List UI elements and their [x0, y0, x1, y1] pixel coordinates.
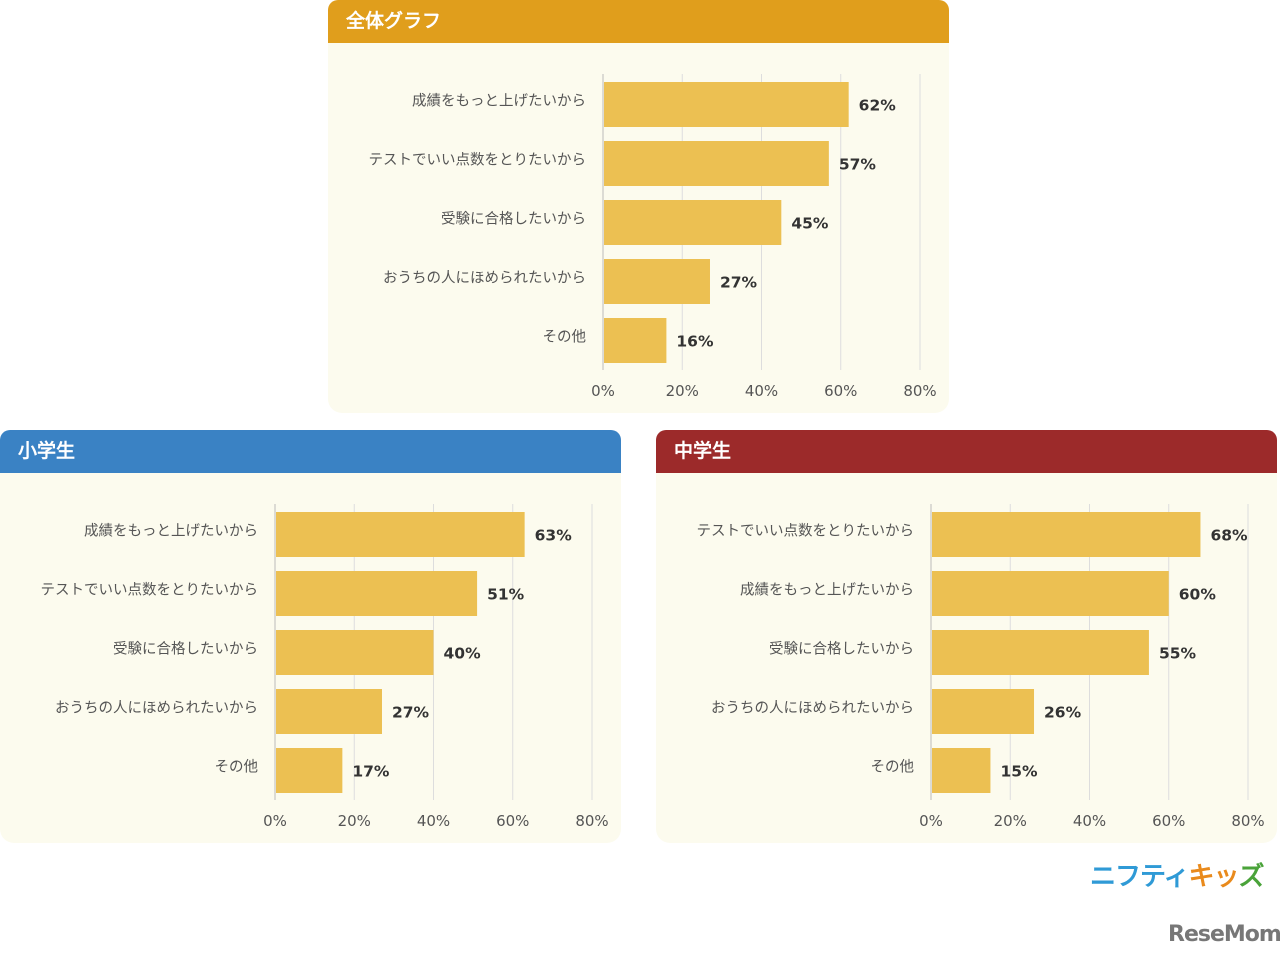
x-tick-label: 20%	[338, 812, 371, 830]
bar	[604, 200, 782, 245]
x-tick-label: 80%	[1231, 812, 1264, 830]
category-label: 受験に合格したいから	[113, 641, 258, 658]
category-label: テストでいい点数をとりたいから	[697, 523, 915, 540]
nifty-kids-logo: ニフティキッズ	[1090, 862, 1264, 892]
bar-chart: 0% 20% 40% 60% 80% 成績をもっと上げたいから 62% テストでいい点数をとり…	[369, 74, 937, 400]
data-label: 16%	[676, 333, 714, 351]
bar	[932, 748, 991, 793]
category-label: テストでいい点数をとりたいから	[41, 582, 259, 599]
x-tick-label: 0%	[919, 812, 943, 830]
bar	[276, 689, 382, 734]
category-label: その他	[871, 759, 915, 776]
data-label: 45%	[791, 215, 829, 233]
bar	[604, 141, 829, 186]
bar	[604, 82, 849, 127]
data-label: 27%	[392, 704, 430, 722]
bar	[932, 630, 1149, 675]
chart-title: 全体グラフ	[328, 0, 949, 43]
bar	[276, 571, 478, 616]
bar	[604, 259, 710, 304]
bar-chart: 0% 20% 40% 60% 80% テストでいい点数をとりたいから 68% 成績をもっと上げ…	[697, 504, 1265, 830]
x-tick-label: 80%	[575, 812, 608, 830]
x-tick-label: 20%	[666, 382, 699, 400]
x-tick-label: 0%	[591, 382, 615, 400]
bar-chart: 0% 20% 40% 60% 80% 成績をもっと上げたいから 63% テストでいい点数をとり…	[41, 504, 609, 830]
category-label: 成績をもっと上げたいから	[412, 93, 586, 110]
bar	[604, 318, 667, 363]
data-label: 26%	[1044, 704, 1082, 722]
data-label: 62%	[859, 97, 897, 115]
data-label: 55%	[1159, 645, 1197, 663]
category-label: 受験に合格したいから	[441, 211, 586, 228]
data-label: 60%	[1179, 586, 1217, 604]
data-label: 57%	[839, 156, 877, 174]
x-tick-label: 60%	[1152, 812, 1185, 830]
category-label: その他	[543, 329, 587, 346]
x-tick-label: 60%	[824, 382, 857, 400]
data-label: 40%	[444, 645, 482, 663]
category-label: おうちの人にほめられたいから	[55, 700, 258, 717]
x-tick-label: 40%	[1073, 812, 1106, 830]
bar	[276, 630, 434, 675]
category-label: 受験に合格したいから	[769, 641, 914, 658]
bar	[932, 689, 1035, 734]
resemom-logo: ReseMom	[1168, 922, 1280, 947]
category-label: おうちの人にほめられたいから	[383, 270, 586, 287]
data-label: 27%	[720, 274, 758, 292]
x-tick-label: 20%	[994, 812, 1027, 830]
chart-title: 小学生	[0, 430, 621, 473]
category-label: おうちの人にほめられたいから	[711, 700, 914, 717]
category-label: 成績をもっと上げたいから	[84, 523, 258, 540]
x-tick-label: 80%	[903, 382, 936, 400]
data-label: 68%	[1210, 527, 1248, 545]
chart-title: 中学生	[656, 430, 1277, 473]
category-label: テストでいい点数をとりたいから	[369, 152, 587, 169]
category-label: その他	[215, 759, 259, 776]
bar	[276, 512, 525, 557]
data-label: 63%	[535, 527, 573, 545]
junior-high-chart-panel: 中学生 0% 20% 40% 60% 80% テストでいい点数をとりたいから 68% 成績をもっ…	[656, 430, 1277, 843]
data-label: 15%	[1000, 763, 1038, 781]
data-label: 51%	[487, 586, 525, 604]
bar	[276, 748, 343, 793]
bar	[932, 512, 1201, 557]
x-tick-label: 60%	[496, 812, 529, 830]
overall-chart-panel: 全体グラフ 0% 20% 40% 60% 80% 成績をもっと上げたいから 62% テストでいい…	[328, 0, 949, 413]
x-tick-label: 40%	[417, 812, 450, 830]
category-label: 成績をもっと上げたいから	[740, 582, 914, 599]
bar	[932, 571, 1169, 616]
data-label: 17%	[352, 763, 390, 781]
elementary-chart-panel: 小学生 0% 20% 40% 60% 80% 成績をもっと上げたいから 63% テストでいい点数…	[0, 430, 621, 843]
x-tick-label: 0%	[263, 812, 287, 830]
x-tick-label: 40%	[745, 382, 778, 400]
